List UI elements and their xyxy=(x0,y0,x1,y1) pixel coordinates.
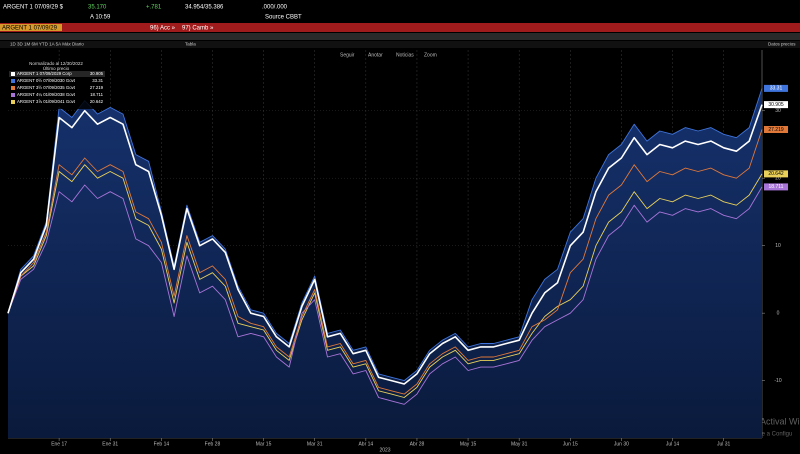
line xyxy=(7,104,763,385)
last-value-box xyxy=(764,125,788,133)
legend-swatch xyxy=(11,72,15,76)
actions-menu[interactable]: 96) Acc » xyxy=(150,26,176,32)
y-tick-label: 0 xyxy=(777,310,780,316)
legend-subtitle: Último precio xyxy=(43,65,70,71)
legend-entry: ARGENT 1 07/09/2029 Corp xyxy=(17,71,72,76)
legend-swatch xyxy=(11,100,15,104)
last-value-label: 33.31 xyxy=(770,86,783,92)
x-tick-label: Ene 17 xyxy=(51,441,67,447)
x-tick-label: Jul 31 xyxy=(717,441,731,447)
security-field[interactable] xyxy=(0,24,62,31)
last-value-label: 30.905 xyxy=(768,102,784,108)
legend-value: 18.711 xyxy=(90,92,103,97)
legend-entry: ARGENT 3⅞ 01/09/2041 Govt xyxy=(17,99,76,104)
last-value-box xyxy=(764,170,788,178)
line xyxy=(7,184,763,405)
legend-highlight xyxy=(9,71,105,77)
security: ARGENT 1 07/09/29 xyxy=(2,26,58,32)
watermark-sub: Ve a Configu xyxy=(758,432,792,438)
tool-button[interactable]: Noticias xyxy=(396,52,414,58)
tool-button[interactable]: Seguir xyxy=(340,52,355,58)
legend-entry: ARGENT 3½ 07/09/2035 Govt xyxy=(17,85,76,90)
x-tick-label: Ene 31 xyxy=(102,441,118,447)
time: A 10:59 xyxy=(90,15,111,21)
tool-button[interactable]: Anotar xyxy=(368,52,383,58)
y-tick-label: 30 xyxy=(775,108,781,114)
legend-swatch xyxy=(11,93,15,97)
yield: .000/.000 xyxy=(262,5,288,11)
line xyxy=(7,88,763,382)
x-tick-label: Mar 31 xyxy=(307,441,323,447)
y-tick-label: 10 xyxy=(775,243,781,249)
y-tick-label: -10 xyxy=(774,378,781,384)
last-value-label: 27.219 xyxy=(768,127,784,133)
action-bar xyxy=(0,23,800,32)
legend-value: 20.642 xyxy=(90,99,104,104)
x-tick-label: May 15 xyxy=(460,441,477,447)
legend-box xyxy=(8,61,106,109)
x-tick-label: Jun 15 xyxy=(563,441,578,447)
area xyxy=(8,88,762,439)
x-tick-label: Jun 30 xyxy=(614,441,629,447)
compare-menu[interactable]: 97) Camb » xyxy=(182,26,214,32)
x-axis-label: 2023 xyxy=(379,447,390,453)
last-value-box xyxy=(764,183,788,191)
x-tick-label: Mar 15 xyxy=(256,441,272,447)
legend-entry: ARGENT 0½ 07/09/2030 Govt xyxy=(17,78,76,83)
last-value-box xyxy=(764,84,788,92)
line xyxy=(7,164,763,398)
legend-swatch xyxy=(11,86,15,90)
legend-swatch xyxy=(11,79,15,83)
legend-title: Normalizado al 12/30/2022 xyxy=(29,61,83,66)
last-value-label: 18.711 xyxy=(769,184,784,190)
ticker: ARGENT 1 07/09/29 $ xyxy=(3,5,64,11)
x-tick-label: May 31 xyxy=(511,441,528,447)
range-bar xyxy=(0,41,800,48)
last-value-label: 20.642 xyxy=(768,171,784,177)
legend-value: 30.905 xyxy=(90,71,104,76)
x-tick-label: Feb 28 xyxy=(205,441,221,447)
y-tick-label: 20 xyxy=(775,176,781,182)
tool-button[interactable]: Zoom xyxy=(424,52,437,58)
change: +.781 xyxy=(146,5,162,11)
range-buttons[interactable]: 1D 3D 1M 6M YTD 1A 5A Máx Diario xyxy=(10,42,84,47)
watermark: Actival Windo xyxy=(760,416,800,426)
table-button[interactable]: Tabla xyxy=(185,42,196,47)
legend-value: 27.219 xyxy=(90,85,104,90)
x-tick-label: Jul 14 xyxy=(666,441,680,447)
last-value-box xyxy=(764,101,788,109)
data-menu[interactable]: Datos precios xyxy=(768,42,796,47)
bid-ask: 34.954/35.386 xyxy=(185,5,224,11)
price: 35.170 xyxy=(88,5,107,11)
x-tick-label: Abr 14 xyxy=(358,441,373,447)
x-tick-label: Abr 28 xyxy=(410,441,425,447)
line xyxy=(7,129,763,395)
settings-bar xyxy=(0,33,800,40)
x-tick-label: Feb 14 xyxy=(154,441,170,447)
source: Source CBBT xyxy=(265,15,302,21)
legend-value: 33.31 xyxy=(92,78,103,83)
legend-entry: ARGENT 4¼ 01/09/2038 Govt xyxy=(17,92,76,97)
